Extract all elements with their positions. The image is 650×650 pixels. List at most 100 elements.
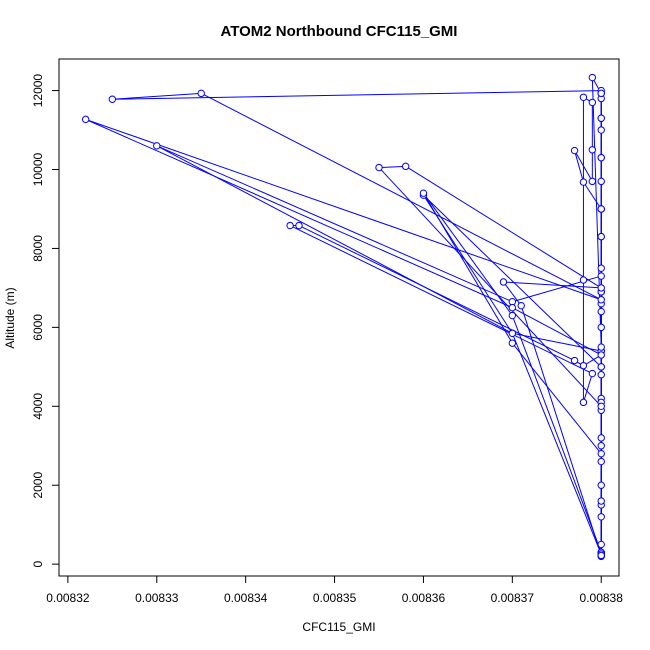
data-point [499, 278, 508, 286]
x-tick-label: 0.00832 [46, 591, 90, 605]
data-point [597, 114, 605, 122]
data-point [597, 307, 605, 316]
series-segment [378, 165, 406, 169]
data-point [588, 146, 597, 154]
y-tick-label: 8000 [31, 235, 45, 262]
series-segment [112, 90, 602, 100]
data-point [81, 115, 90, 124]
data-point [579, 178, 588, 186]
data-point [570, 146, 579, 155]
y-tick-label: 6000 [31, 314, 45, 341]
data-point [597, 177, 605, 186]
data-point [597, 551, 605, 560]
data-point [108, 95, 117, 103]
series-segment [512, 332, 602, 352]
data-point [597, 89, 605, 98]
y-axis-label: Altitude (m) [3, 287, 17, 348]
x-tick-label: 0.00837 [491, 591, 535, 605]
series-segment [503, 281, 522, 306]
series-segment [85, 118, 602, 301]
series-points [81, 73, 605, 560]
x-tick-label: 0.00838 [580, 591, 624, 605]
series-segment [423, 192, 513, 344]
data-point [579, 361, 588, 370]
data-point [597, 497, 605, 505]
data-point [597, 343, 605, 351]
data-point [508, 329, 517, 337]
series-segment [378, 167, 602, 407]
data-point [597, 351, 605, 359]
data-point [570, 356, 579, 365]
y-tick-label: 10000 [31, 152, 45, 186]
plot-frame [58, 58, 620, 577]
series-segment [582, 373, 593, 403]
y-tick-label: 12000 [31, 74, 45, 108]
series-segment [511, 333, 602, 555]
data-point [588, 73, 597, 82]
chart-title: ATOM2 Northbound CFC115_GMI [221, 23, 458, 40]
x-tick-label: 0.00834 [224, 591, 268, 605]
data-point [401, 162, 410, 171]
data-point [597, 153, 605, 162]
x-axis: 0.00832 0.00833 0.00834 0.00835 0.00836 0.008… [46, 575, 624, 605]
series-segment [405, 165, 602, 289]
series-segment [512, 307, 602, 356]
data-point [597, 126, 605, 134]
x-axis-label: CFC115_GMI [302, 620, 375, 634]
series-segment [574, 150, 584, 183]
y-tick-label: 0 [31, 561, 45, 568]
data-point [588, 177, 597, 186]
data-point [597, 264, 605, 272]
data-point [597, 205, 605, 213]
y-axis: 0 2000 4000 6000 8000 10000 12000 [31, 74, 60, 568]
series-segment [112, 92, 202, 100]
data-point [597, 540, 605, 549]
data-point [375, 163, 383, 172]
series-segment [520, 305, 602, 556]
data-point [597, 296, 605, 304]
data-point [508, 303, 517, 312]
data-point [197, 89, 205, 98]
data-point [597, 371, 605, 379]
data-point [597, 442, 605, 450]
series-segment [583, 181, 602, 210]
series-segment [85, 118, 513, 309]
series-segment [574, 150, 593, 182]
series-segment [156, 145, 513, 303]
x-tick-label: 0.00836 [402, 591, 446, 605]
data-point [588, 98, 597, 107]
series-segment [511, 342, 602, 454]
data-point [597, 363, 605, 371]
data-point [508, 311, 517, 320]
data-point [597, 402, 605, 410]
data-point [597, 449, 605, 458]
data-point [597, 481, 605, 489]
data-point [597, 272, 605, 280]
series-segment [200, 92, 602, 301]
data-point [295, 221, 303, 230]
y-tick-label: 2000 [31, 472, 45, 499]
data-point [597, 323, 605, 332]
data-point [508, 339, 517, 347]
series-segment [511, 315, 602, 553]
data-point [419, 189, 428, 197]
data-point [579, 276, 588, 284]
x-tick-label: 0.00835 [313, 591, 357, 605]
data-point [597, 457, 605, 466]
data-point [597, 434, 605, 442]
data-point [579, 398, 588, 407]
data-point [579, 93, 588, 101]
data-point [286, 221, 294, 230]
data-point [597, 513, 605, 521]
series-lines [85, 77, 602, 557]
x-tick-label: 0.00833 [135, 591, 179, 605]
y-tick-label: 4000 [31, 393, 45, 420]
series-segment [298, 225, 575, 361]
series-segment [503, 281, 602, 289]
data-point [153, 142, 161, 150]
series-segment [289, 225, 593, 374]
data-point [597, 284, 605, 292]
data-point [517, 301, 525, 310]
data-point [597, 232, 605, 241]
